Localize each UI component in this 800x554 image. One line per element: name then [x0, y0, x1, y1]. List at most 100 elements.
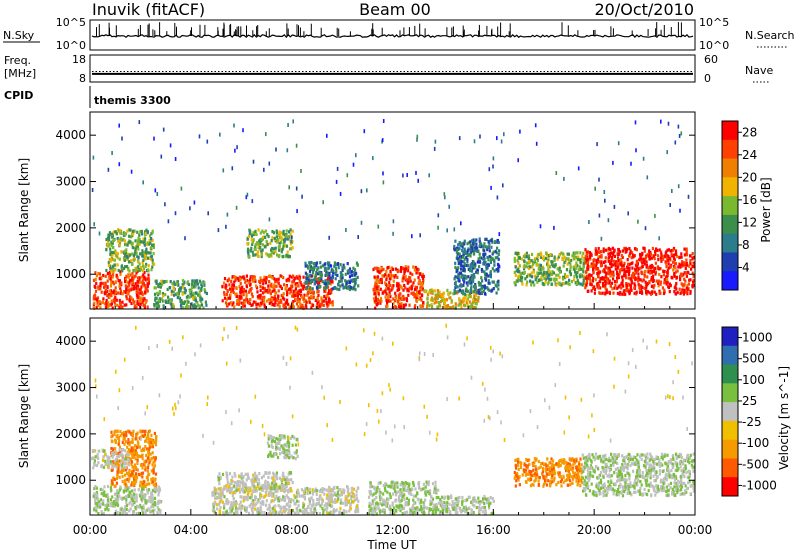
- power-cell: [683, 283, 686, 287]
- power-cell: [137, 236, 140, 240]
- power-cell: [630, 262, 633, 266]
- power-cell: [670, 252, 673, 256]
- power-cell: [686, 283, 689, 288]
- power-cell: [385, 270, 388, 274]
- power-cell: [529, 273, 532, 277]
- power-cell: [490, 256, 493, 260]
- power-cell: [604, 284, 607, 288]
- power-cell: [482, 262, 485, 266]
- power-cell: [261, 243, 264, 247]
- power-cell: [298, 277, 301, 281]
- velocity-cell: [127, 473, 130, 477]
- velocity-cell: [325, 488, 328, 492]
- power-cell: [169, 300, 172, 304]
- power-cell: [662, 269, 665, 273]
- power-cell: [442, 297, 445, 301]
- power-cell: [490, 239, 493, 243]
- power-cell: [284, 301, 288, 305]
- power-cell: [100, 281, 103, 285]
- power-cell: [528, 259, 531, 264]
- velocity-cell: [335, 508, 338, 512]
- power-cell: [249, 298, 252, 302]
- power-cell: [309, 263, 312, 267]
- velocity-cell: [152, 460, 155, 464]
- power-cell: [254, 253, 257, 257]
- power-cell: [174, 157, 177, 161]
- power-cell: [579, 251, 582, 255]
- power-cell: [683, 271, 686, 275]
- velocity-cell: [95, 491, 98, 495]
- velocity-cell: [150, 438, 153, 442]
- power-cell: [497, 266, 500, 271]
- power-cell: [185, 305, 188, 309]
- power-cell: [642, 278, 645, 282]
- velocity-cell: [234, 506, 238, 510]
- power-cell: [545, 270, 548, 275]
- power-cell: [268, 280, 271, 284]
- power-cell: [651, 277, 654, 281]
- velocity-cell: [326, 504, 329, 508]
- date-title: 20/Oct/2010: [594, 0, 694, 19]
- power-cell: [605, 266, 608, 270]
- power-cell: [462, 296, 465, 300]
- power-cell: [312, 303, 315, 307]
- power-cell: [331, 268, 334, 272]
- power-cell: [604, 256, 607, 260]
- power-cell: [574, 264, 577, 268]
- power-cell: [123, 258, 126, 262]
- velocity-cell: [113, 432, 116, 436]
- power-cell: [262, 230, 265, 235]
- cpid-label: CPID: [4, 89, 33, 102]
- velocity-cell: [337, 488, 340, 492]
- velocity-cell: [148, 482, 151, 486]
- power-cell: [633, 291, 636, 295]
- power-cell: [254, 247, 257, 251]
- power-cell: [558, 267, 561, 271]
- velocity-cell: [116, 462, 119, 466]
- power-cell: [329, 264, 333, 268]
- velocity-cell: [211, 490, 214, 494]
- power-cell: [376, 297, 379, 301]
- power-cell: [124, 232, 128, 236]
- velocity-cell: [251, 511, 254, 515]
- power-cell: [608, 281, 611, 285]
- power-cell: [196, 282, 199, 286]
- velocity-cell: [124, 480, 127, 484]
- velocity-cell: [290, 498, 293, 502]
- velocity-cell: [151, 502, 154, 506]
- velocity-cell: [122, 433, 125, 437]
- power-cell: [477, 289, 480, 293]
- power-cell: [629, 287, 632, 291]
- power-cell: [602, 247, 605, 251]
- velocity-cell: [118, 448, 121, 452]
- power-cell: [289, 247, 292, 251]
- power-cell: [108, 270, 111, 275]
- power-cell: [144, 251, 147, 255]
- power-cell: [219, 132, 221, 137]
- power-cell: [147, 273, 150, 277]
- power-cell: [323, 281, 326, 285]
- power-cell: [99, 287, 102, 291]
- velocity-cell: [159, 510, 162, 515]
- power-cell: [523, 260, 526, 264]
- power-cell: [542, 272, 545, 276]
- power-cell: [683, 291, 686, 295]
- power-cell: [315, 264, 318, 268]
- power-cell: [147, 268, 150, 272]
- velocity-cell: [103, 490, 106, 494]
- velocity-cell: [115, 450, 118, 454]
- power-cell: [360, 189, 363, 194]
- power-cell: [601, 281, 605, 285]
- velocity-cell: [116, 501, 119, 506]
- velocity-cell: [113, 512, 116, 516]
- power-cell: [675, 275, 678, 279]
- power-cell: [660, 275, 663, 279]
- velocity-cell: [114, 497, 117, 501]
- velocity-cell: [108, 461, 111, 465]
- power-cell: [565, 275, 568, 279]
- velocity-cell: [92, 456, 95, 460]
- power-cell: [593, 287, 597, 292]
- power-cell: [255, 306, 258, 310]
- power-cell: [257, 302, 260, 306]
- power-cell: [624, 250, 627, 254]
